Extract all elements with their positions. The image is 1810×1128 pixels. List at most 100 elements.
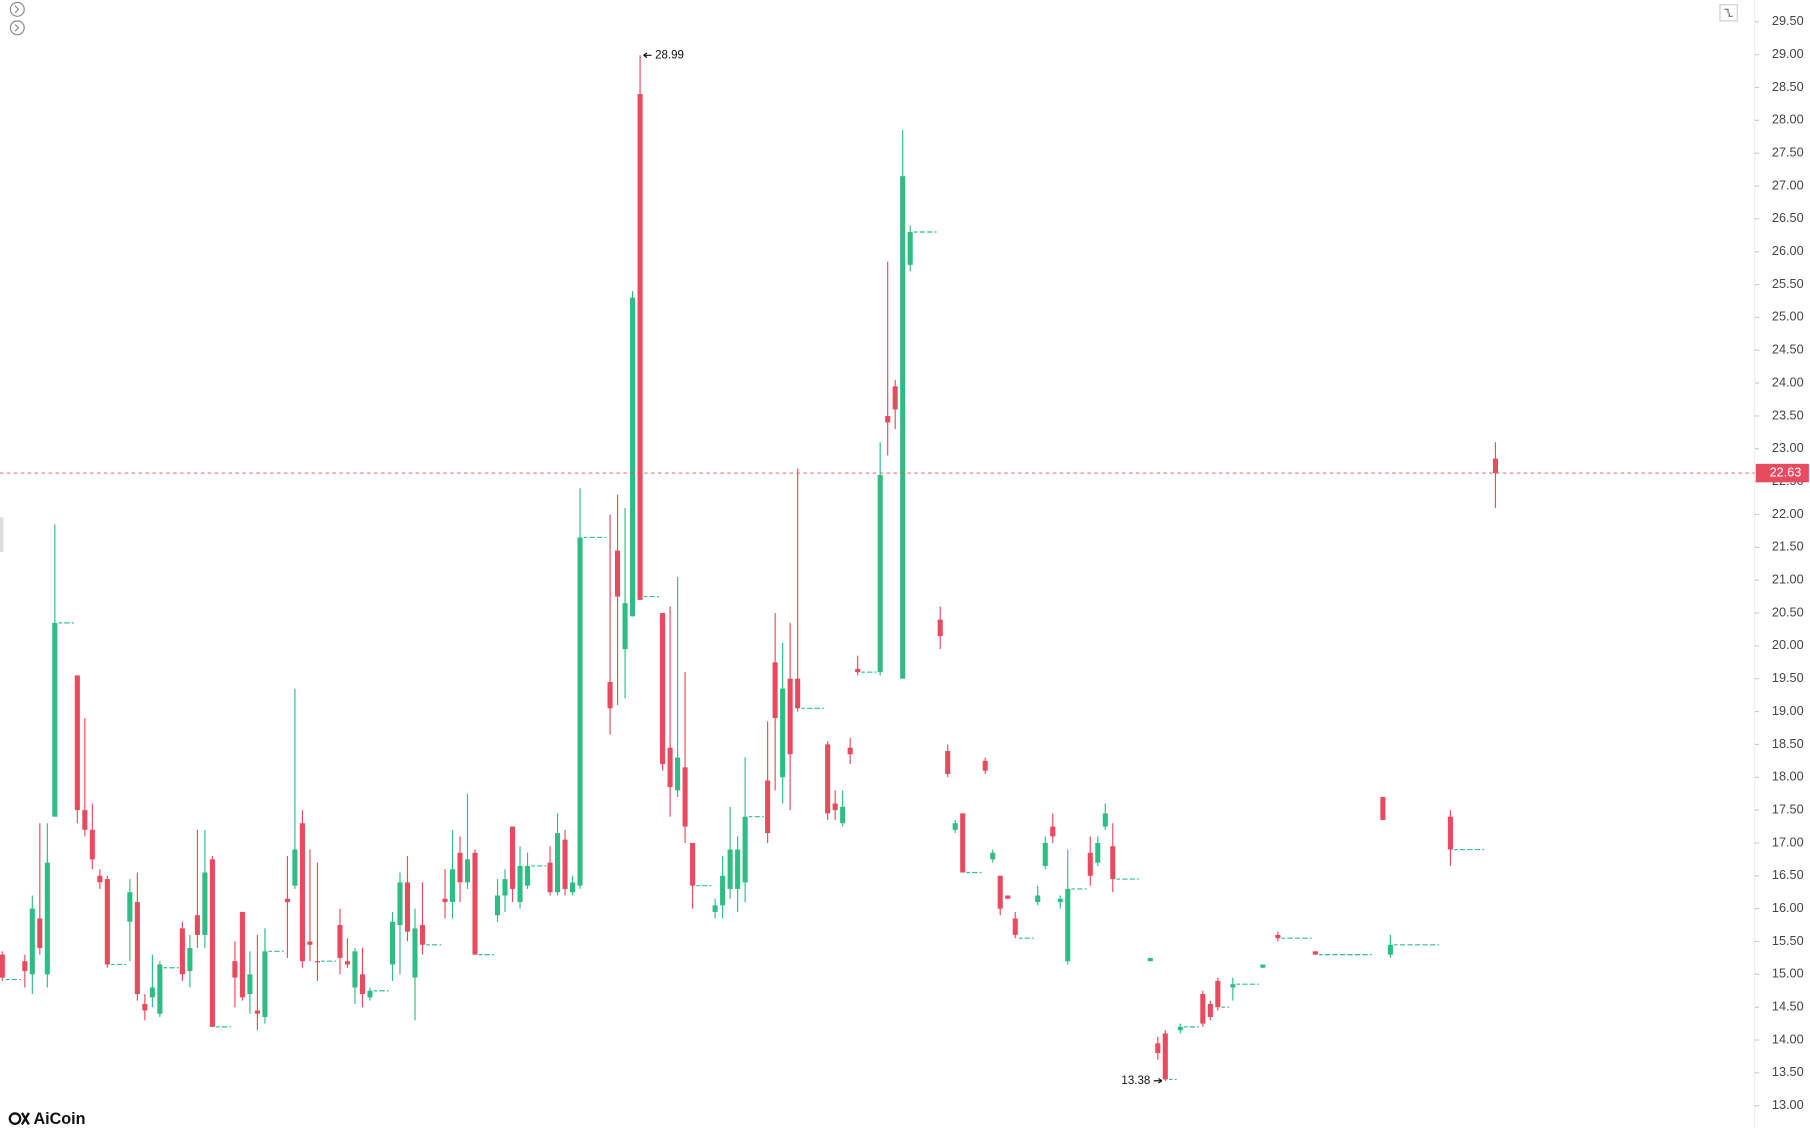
logo — [8, 1112, 30, 1126]
y-tick-label: 25.50 — [1772, 277, 1804, 291]
candle-body — [149, 987, 155, 998]
candle-body — [847, 747, 853, 755]
candle-body — [727, 849, 733, 889]
candle-body — [570, 882, 576, 893]
y-tick-label: 27.00 — [1772, 178, 1804, 192]
candle-body — [284, 898, 290, 903]
y-tick-label: 14.00 — [1772, 1032, 1804, 1046]
candle-body — [682, 767, 688, 827]
candle-body — [337, 925, 343, 958]
candle-body — [74, 675, 80, 811]
candle-body — [247, 974, 253, 995]
candle-body — [1200, 994, 1206, 1024]
high-arrow — [643, 52, 652, 59]
candle-body — [1312, 951, 1318, 955]
y-tick-label: 20.00 — [1772, 638, 1804, 652]
y-tick-label: 23.50 — [1772, 408, 1804, 422]
y-tick-label: 19.00 — [1772, 704, 1804, 718]
scroll-handle[interactable] — [0, 517, 4, 552]
candle-body — [1177, 1026, 1183, 1031]
candle-body — [104, 879, 110, 965]
candle-body — [615, 550, 621, 597]
candle-body — [412, 928, 418, 978]
candle-body — [464, 859, 471, 883]
candle-body — [960, 813, 966, 873]
y-tick-label: 26.00 — [1772, 244, 1804, 258]
candle-body — [735, 849, 741, 889]
candle-body — [344, 961, 350, 965]
candle-body — [772, 662, 778, 719]
candle-body — [1207, 1003, 1213, 1018]
y-tick-label: 21.00 — [1772, 573, 1804, 587]
candle-body — [622, 603, 628, 650]
candle-body — [404, 882, 411, 932]
y-tick-label: 24.50 — [1772, 343, 1804, 357]
candle-body — [89, 829, 95, 860]
candle-body — [825, 744, 831, 814]
candle-body — [494, 895, 501, 916]
candle-body — [1042, 842, 1048, 866]
candle-body — [502, 879, 508, 896]
candle-body — [667, 747, 673, 788]
candle-body — [907, 232, 913, 265]
candle-body — [472, 852, 478, 955]
candle-body — [1147, 957, 1153, 962]
candle-body — [367, 990, 373, 998]
candle-body — [82, 810, 88, 830]
candle-body — [877, 475, 883, 673]
candle-body — [44, 862, 50, 975]
candle-body — [660, 613, 666, 765]
candle-body — [1447, 816, 1453, 850]
last-price-label: 22.63 — [1770, 465, 1802, 479]
candle-body — [0, 954, 5, 978]
candle-body — [1110, 846, 1116, 880]
candle-body — [134, 902, 140, 995]
candle-body — [795, 678, 801, 709]
candle-body — [517, 865, 523, 903]
candle-body — [1230, 984, 1236, 988]
y-tick-label: 27.50 — [1772, 146, 1804, 160]
candle-body — [555, 833, 561, 893]
candle-body — [307, 941, 313, 945]
candle-body — [997, 875, 1003, 909]
candle-body — [52, 622, 58, 817]
y-tick-label: 19.50 — [1772, 671, 1804, 685]
candle-body — [157, 964, 163, 1014]
candle-body — [1095, 842, 1101, 863]
candle-body — [179, 928, 185, 975]
candle-body — [314, 961, 320, 963]
last-price-box — [1755, 463, 1809, 483]
candle-body — [1102, 813, 1108, 827]
candle-body — [712, 905, 718, 912]
candle-body — [352, 951, 358, 988]
collapse-icons[interactable] — [9, 1, 25, 36]
candle-body — [900, 176, 906, 679]
y-tick-label: 13.50 — [1772, 1065, 1804, 1079]
fullscreen-icon[interactable] — [1719, 4, 1738, 22]
candle-body — [787, 678, 793, 755]
candle-body — [1012, 918, 1018, 935]
candle-body — [630, 297, 636, 617]
y-tick-label: 17.00 — [1772, 835, 1804, 849]
candle-body — [945, 750, 951, 774]
candle-body — [299, 823, 305, 962]
y-tick-label: 17.50 — [1772, 802, 1804, 816]
y-tick-label: 26.50 — [1772, 211, 1804, 225]
candle-body — [1380, 796, 1386, 820]
candle-body — [232, 961, 238, 978]
candle-body — [457, 852, 463, 883]
candle-body — [1155, 1043, 1161, 1054]
candle-body — [1387, 944, 1393, 955]
candle-body — [720, 875, 726, 906]
candle-body — [562, 839, 568, 889]
candle-body — [577, 537, 583, 886]
candle-body — [1275, 934, 1281, 939]
candle-body — [1162, 1033, 1168, 1080]
high-label: 28.99 — [655, 49, 684, 61]
y-tick-label: 28.00 — [1772, 113, 1804, 127]
y-tick-label: 29.00 — [1772, 47, 1804, 61]
y-tick-label: 18.00 — [1772, 770, 1804, 784]
candle-body — [292, 849, 298, 886]
